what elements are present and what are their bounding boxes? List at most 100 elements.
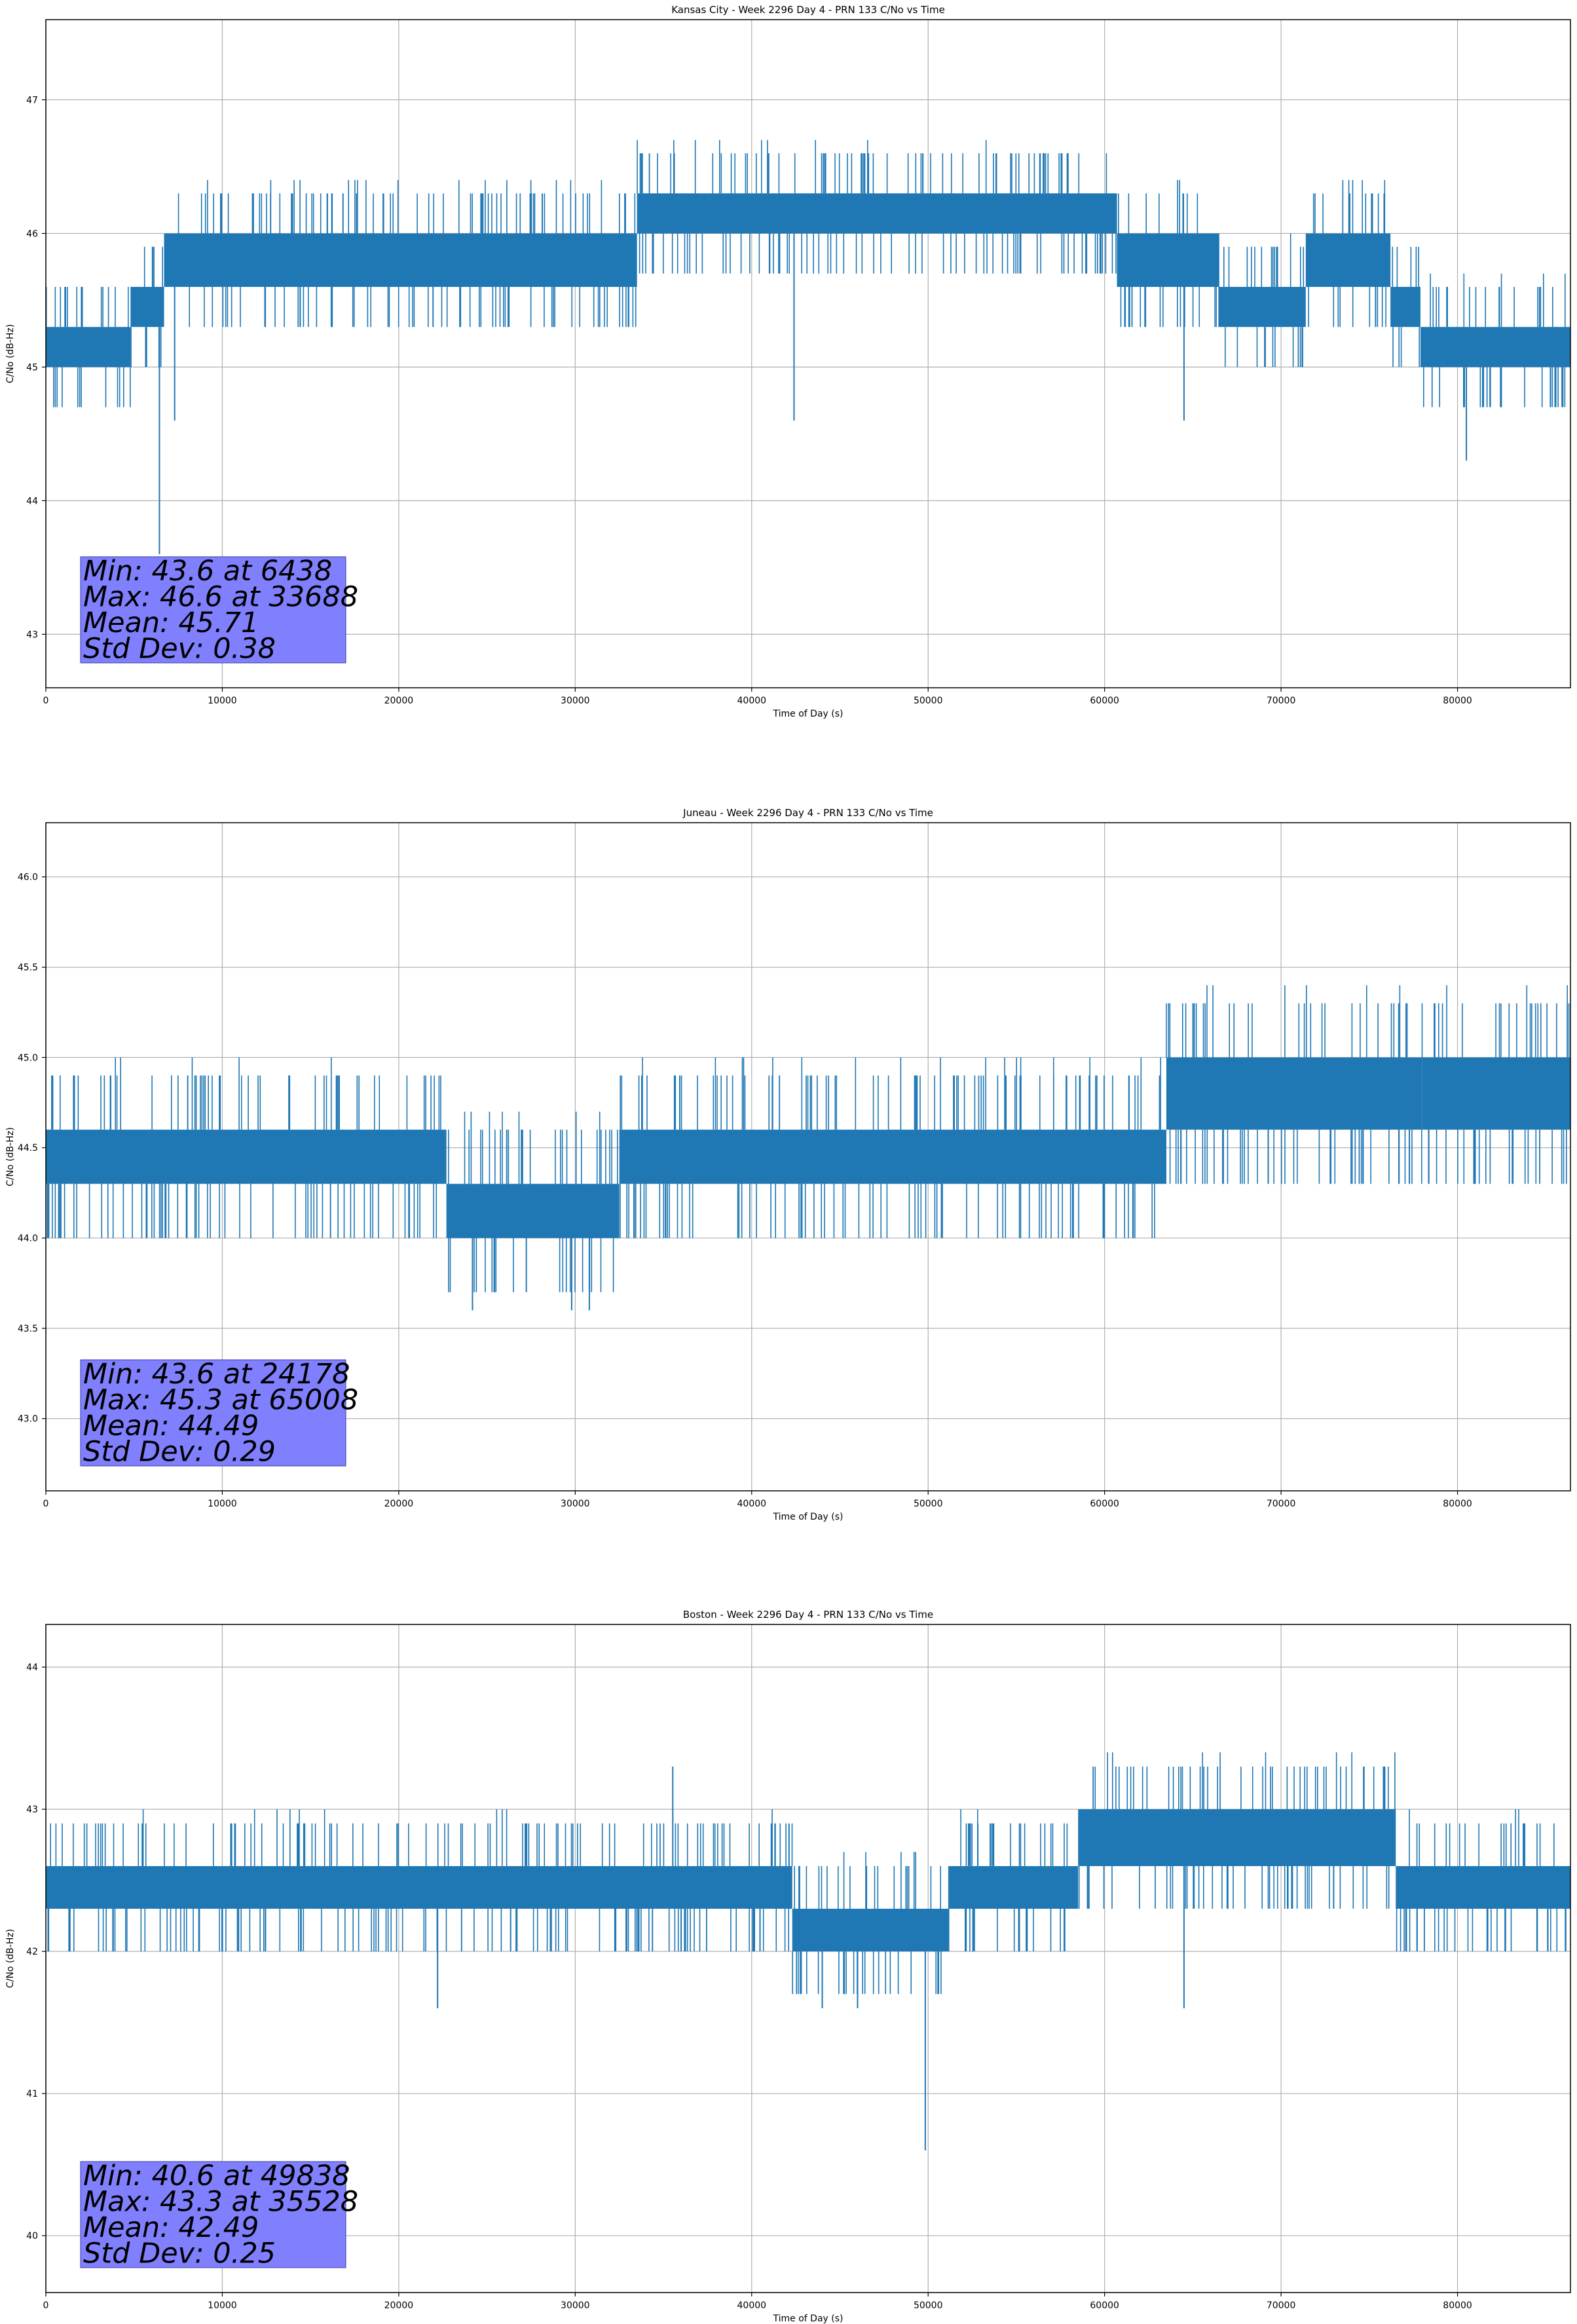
series-band-segment [1078, 1809, 1396, 1866]
cno-series [46, 1752, 1570, 2150]
y-tick-label: 44 [26, 496, 38, 506]
axes-frame [45, 822, 1571, 1491]
axes-frame [45, 1624, 1571, 2293]
series-band-segment [637, 193, 1117, 234]
x-tick-label: 40000 [737, 1499, 767, 1509]
chart-panel-3: 0 10000 20000 30000 40000 50000 60000 70000 8000… [5, 1609, 1571, 2324]
axes-frame [45, 19, 1571, 688]
x-axis-label: Time of Day (s) [773, 2314, 844, 2324]
y-axis-label: C/No (dB-Hz) [5, 324, 16, 383]
series-band-segment [1422, 1057, 1570, 1130]
y-tick-label: 42 [26, 1947, 38, 1957]
series-band-segment [164, 233, 637, 287]
series-band-segment [46, 327, 131, 367]
y-tick-label: 44.5 [18, 1143, 38, 1153]
series-band-segment [446, 1184, 620, 1239]
series-excursions [1396, 1809, 1567, 1952]
series-band-segment [949, 1865, 1079, 1909]
series-band-segment [46, 1865, 792, 1909]
y-tick-label: 41 [26, 2089, 38, 2099]
y-tick-label: 43 [26, 1805, 38, 1815]
y-axis-label: C/No (dB-Hz) [5, 1929, 16, 1988]
series-excursions [1078, 1752, 1396, 1909]
y-axis: 43.0 43.5 44.0 44.5 45.0 45.5 46.0 [18, 872, 46, 1425]
y-axis: 43 44 45 46 47 [26, 95, 46, 640]
x-axis-label: Time of Day (s) [773, 1512, 844, 1522]
series-excursions [637, 140, 1117, 274]
y-tick-label: 45.5 [18, 963, 38, 973]
chart-title: Juneau - Week 2296 Day 4 - PRN 133 C/No … [682, 807, 933, 819]
y-tick-label: 47 [26, 95, 38, 105]
y-tick-label: 45.0 [18, 1053, 38, 1063]
series-band-segment [130, 287, 164, 328]
stats-min: Min: 43.6 at 24178 [83, 1358, 350, 1391]
chart-panel-1: 0 10000 20000 30000 40000 50000 60000 70000 8000… [5, 4, 1571, 719]
x-tick-label: 40000 [737, 696, 767, 706]
y-axis-label: C/No (dB-Hz) [5, 1127, 16, 1186]
x-tick-label: 10000 [208, 1499, 237, 1509]
stats-mean: Mean: 42.49 [83, 2211, 259, 2244]
x-tick-label: 30000 [561, 2300, 590, 2311]
x-tick-label: 20000 [384, 2300, 414, 2311]
stats-max: Max: 45.3 at 65008 [83, 1384, 358, 1417]
y-tick-label: 45 [26, 362, 38, 373]
series-band-segment [619, 1129, 1166, 1184]
stats-max: Max: 43.3 at 35528 [83, 2186, 358, 2219]
x-tick-label: 20000 [384, 1499, 414, 1509]
x-tick-label: 80000 [1443, 1499, 1472, 1509]
x-tick-label: 20000 [384, 696, 414, 706]
x-tick-label: 60000 [1090, 2300, 1119, 2311]
series-excursions [47, 1809, 793, 1952]
series-excursions [45, 287, 131, 407]
stats-mean: Mean: 45.71 [83, 607, 259, 639]
series-excursions [177, 179, 637, 328]
x-tick-label: 0 [43, 696, 49, 706]
x-tick-label: 30000 [561, 696, 590, 706]
y-tick-label: 40 [26, 2231, 38, 2241]
stats-box-background [80, 556, 346, 664]
x-tick-label: 70000 [1267, 2300, 1296, 2311]
stats-std: Std Dev: 0.25 [83, 2238, 276, 2270]
y-tick-label: 46.0 [18, 872, 38, 883]
stats-mean: Mean: 44.49 [83, 1410, 259, 1442]
x-tick-label: 50000 [914, 1499, 943, 1509]
y-tick-label: 43 [26, 629, 38, 640]
series-band-segment [1390, 287, 1420, 328]
x-tick-label: 70000 [1267, 1499, 1296, 1509]
x-axis-label: Time of Day (s) [773, 709, 844, 719]
y-tick-label: 44 [26, 1662, 38, 1673]
stats-max: Max: 46.6 at 33688 [83, 581, 358, 614]
series-band-segment [1396, 1865, 1570, 1909]
series-excursions [448, 1112, 618, 1292]
series-band-segment [1420, 327, 1570, 367]
series-band-segment [1305, 233, 1391, 287]
stats-std: Std Dev: 0.29 [83, 1436, 276, 1469]
grid-lines [45, 20, 1570, 688]
x-tick-label: 50000 [914, 696, 943, 706]
cno-series [46, 985, 1570, 1311]
x-tick-label: 80000 [1443, 696, 1472, 706]
y-axis: 40 41 42 43 44 [26, 1662, 46, 2241]
x-tick-label: 70000 [1267, 696, 1296, 706]
x-tick-label: 30000 [561, 1499, 590, 1509]
cno-series [45, 140, 1570, 554]
x-axis: 0 10000 20000 30000 40000 50000 60000 70000 8000… [43, 1491, 1472, 1509]
series-band-segment [1117, 233, 1219, 287]
x-tick-label: 40000 [737, 2300, 767, 2311]
chart-title: Boston - Week 2296 Day 4 - PRN 133 C/No … [683, 1609, 933, 1621]
y-tick-label: 43.5 [18, 1324, 38, 1334]
series-excursions [1423, 273, 1566, 407]
x-tick-label: 10000 [208, 696, 237, 706]
chart-title: Kansas City - Week 2296 Day 4 - PRN 133 … [671, 4, 945, 16]
series-band-segment [1166, 1057, 1422, 1130]
y-tick-label: 46 [26, 229, 38, 239]
series-excursions [620, 1057, 1161, 1239]
x-tick-label: 60000 [1090, 696, 1119, 706]
series-excursions [792, 1852, 950, 1995]
series-excursions [1392, 246, 1420, 367]
y-tick-label: 43.0 [18, 1414, 38, 1425]
x-axis: 0 10000 20000 30000 40000 50000 60000 70000 8000… [43, 2293, 1472, 2311]
